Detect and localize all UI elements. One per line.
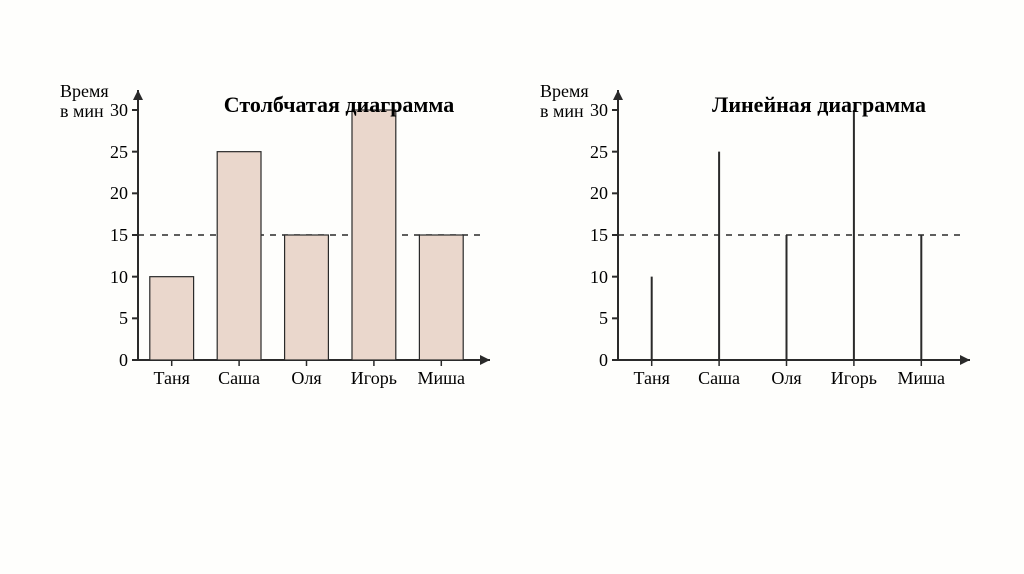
y-tick-label: 15 (88, 225, 128, 246)
x-tick-label: Оля (753, 368, 820, 389)
y-tick-label: 0 (88, 350, 128, 371)
x-tick-label: Саша (205, 368, 272, 389)
bar (419, 235, 463, 360)
y-tick-label: 20 (568, 183, 608, 204)
x-tick-label: Миша (888, 368, 955, 389)
x-tick-label: Игорь (340, 368, 407, 389)
bar (352, 110, 396, 360)
x-tick-label: Миша (408, 368, 475, 389)
y-tick-label: 30 (88, 100, 128, 121)
x-tick-label: Таня (618, 368, 685, 389)
y-tick-label: 0 (568, 350, 608, 371)
x-tick-label: Саша (685, 368, 752, 389)
bar (285, 235, 329, 360)
bar (217, 152, 261, 360)
y-tick-label: 10 (568, 267, 608, 288)
y-tick-label: 15 (568, 225, 608, 246)
bar-chart-title: Столбчатая диаграмма (178, 92, 500, 118)
bar (150, 277, 194, 360)
y-tick-label: 10 (88, 267, 128, 288)
y-tick-label: 20 (88, 183, 128, 204)
y-tick-label: 30 (568, 100, 608, 121)
y-tick-label: 5 (568, 308, 608, 329)
x-tick-label: Игорь (820, 368, 887, 389)
bar-chart-panel: Времяв минСтолбчатая диаграмма0510152025… (60, 70, 500, 400)
x-tick-label: Оля (273, 368, 340, 389)
y-tick-label: 25 (568, 142, 608, 163)
y-tick-label: 25 (88, 142, 128, 163)
x-tick-label: Таня (138, 368, 205, 389)
y-tick-label: 5 (88, 308, 128, 329)
line-chart-panel: Времяв минЛинейная диаграмма051015202530… (540, 70, 980, 400)
line-chart-title: Линейная диаграмма (658, 92, 980, 118)
